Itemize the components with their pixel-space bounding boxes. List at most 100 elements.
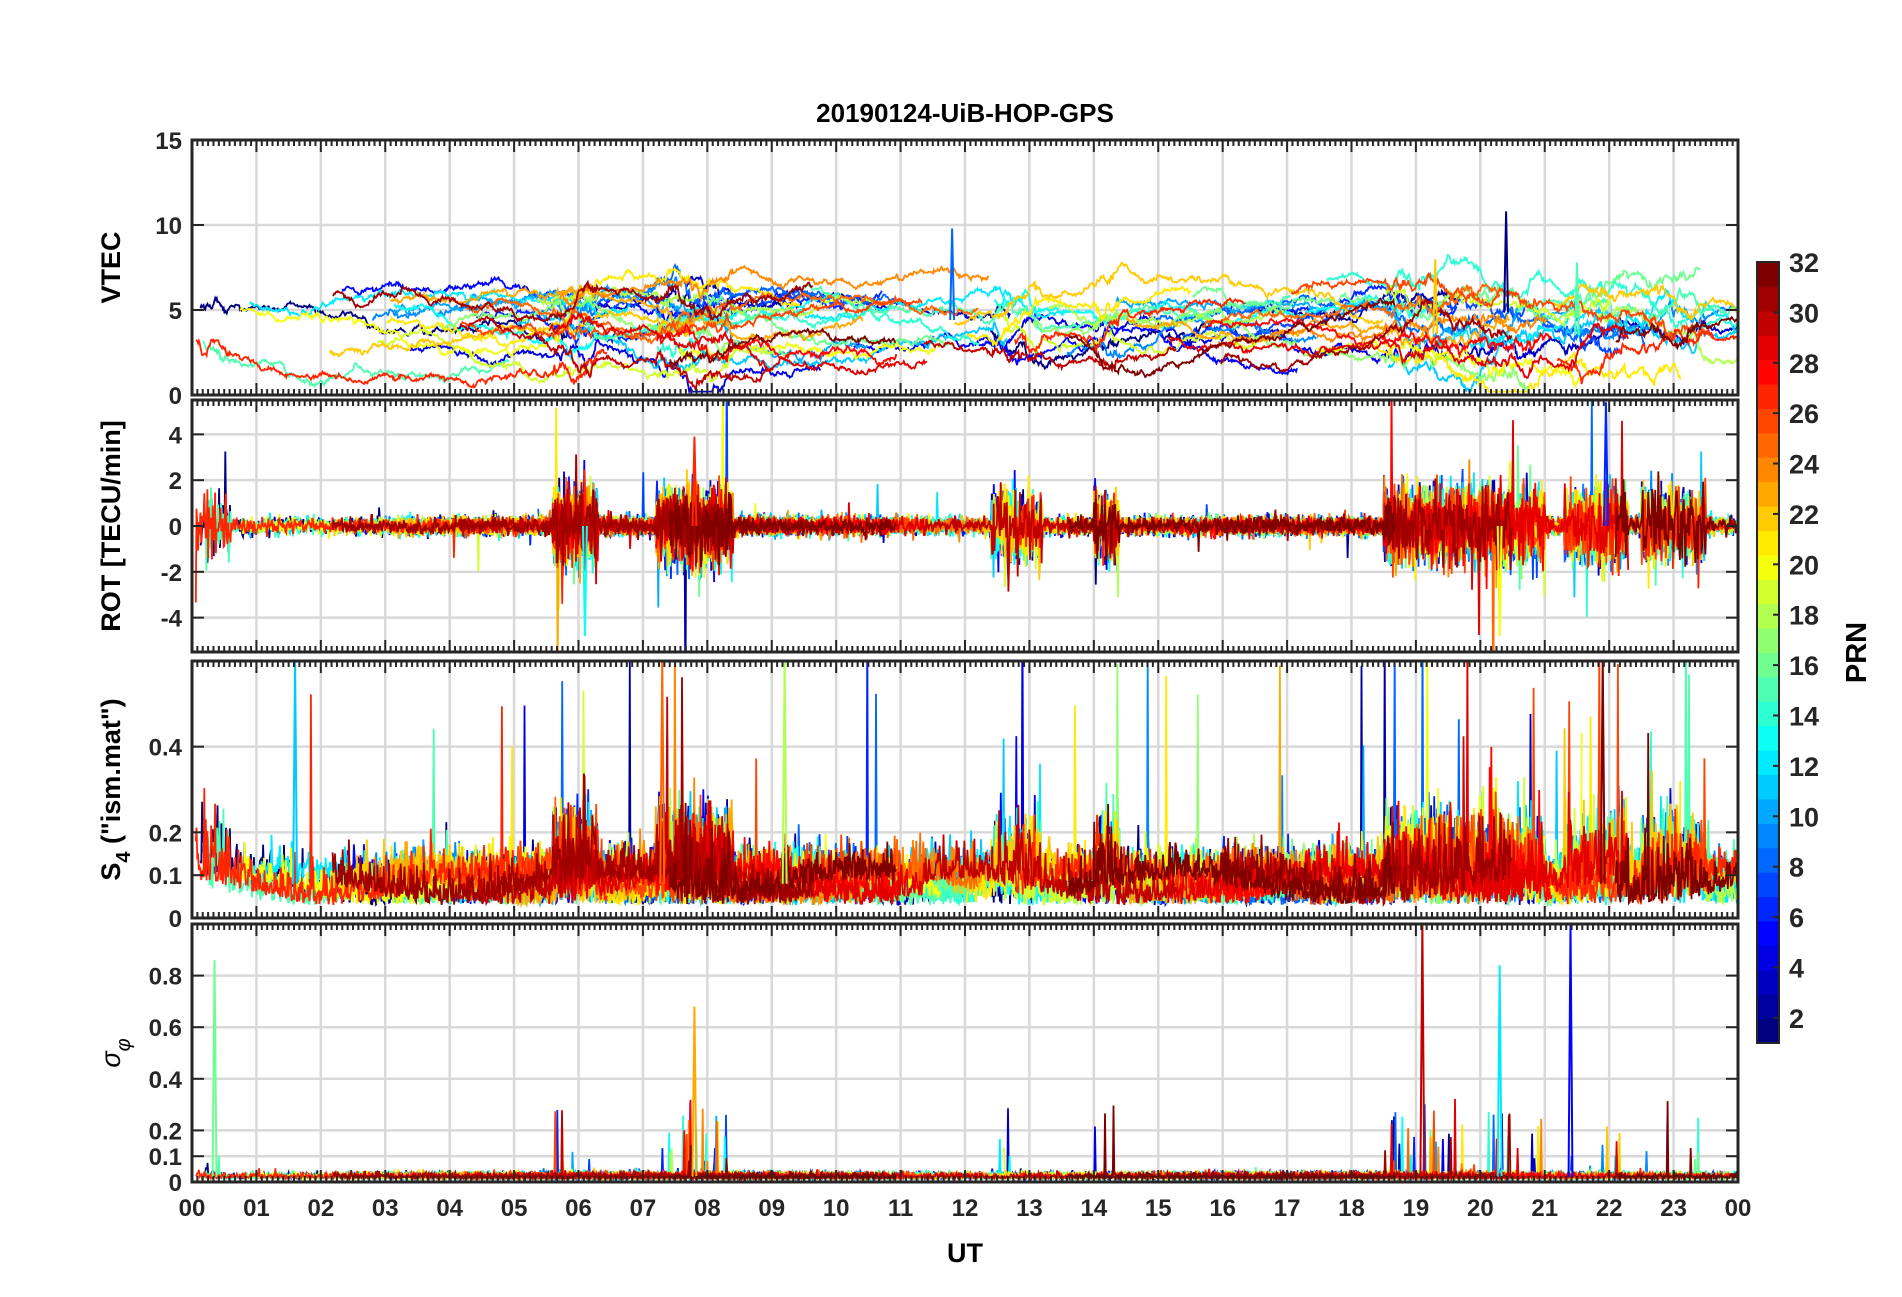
colorbar-segment: [1757, 506, 1779, 531]
s4-y-axis-label: S4 ("ism.mat"): [96, 698, 135, 880]
vtec-series-prn-15: [1516, 286, 1738, 323]
x-axis-label: UT: [947, 1238, 983, 1268]
x-tick-label: 10: [823, 1195, 850, 1222]
colorbar-segment: [1757, 969, 1779, 995]
colorbar-segment: [1757, 286, 1779, 312]
x-tick-label: 17: [1274, 1195, 1301, 1222]
colorbar-tick-label: 14: [1789, 701, 1819, 731]
rot-y-tick-label: -4: [161, 606, 183, 633]
panel-vtec: 0 5 10 15 VTEC: [96, 128, 1740, 410]
s4-series-prn-32: [1067, 803, 1396, 905]
colorbar-segment: [1757, 554, 1779, 580]
x-tick-label: 11: [888, 1195, 913, 1222]
sigma_phi-grid: [192, 924, 1738, 1182]
sigma_phi-y-tick-label: 0.2: [149, 1118, 182, 1145]
colorbar-segment: [1757, 359, 1779, 385]
rot-x-ticks: [191, 400, 1739, 652]
vtec-series-prn-28: [1207, 317, 1552, 360]
colorbar-segment: [1757, 457, 1779, 483]
s4-series-prn-30: [459, 696, 774, 907]
colorbar-tick-label: 22: [1789, 500, 1819, 530]
x-tick-labels: 00 01 02 03 04 05 06 07 08 09 10 11 12 13 14 15 16 17 18 19…: [179, 1195, 1752, 1222]
vtec-series-prn-20: [239, 306, 549, 359]
x-tick-label: 00: [179, 1195, 206, 1222]
vtec-series-prn-29: [1167, 321, 1630, 380]
rot-series-group: [194, 400, 1738, 652]
vtec-peak-mark: [1574, 262, 1580, 336]
s4-y-tick-label: 0.2: [149, 820, 182, 847]
x-tick-label: 22: [1596, 1195, 1623, 1222]
x-tick-label: 02: [307, 1195, 334, 1222]
sigma_phi-y-tick-label: 0.1: [149, 1144, 182, 1171]
x-tick-label: 15: [1145, 1195, 1172, 1222]
vtec-y-axis-label: VTEC: [96, 231, 126, 303]
s4-series-prn-30: [923, 804, 1177, 906]
colorbar-segment: [1757, 262, 1779, 287]
colorbar-segment: [1757, 896, 1779, 922]
colorbar-tick-label: 10: [1789, 802, 1819, 832]
vtec-series-prn-26: [1290, 271, 1714, 341]
vtec-peak-mark: [949, 228, 956, 321]
panel-s4: 0 0.1 0.2 0.4 S4 ("ism.mat"): [96, 659, 1740, 933]
s4-y-label-sub: 4: [113, 851, 135, 863]
colorbar-tick-label: 30: [1789, 298, 1819, 328]
x-tick-label: 06: [565, 1195, 592, 1222]
vtec-series-prn-18: [1048, 302, 1285, 332]
x-tick-label: 23: [1660, 1195, 1687, 1222]
vtec-series-prn-24: [558, 264, 990, 308]
colorbar-tick-label: 32: [1789, 248, 1819, 278]
colorbar-tick-label: 20: [1789, 550, 1819, 580]
vtec-series-prn-17: [1032, 305, 1531, 393]
vtec-series-prn-4: [409, 337, 822, 395]
vtec-series-prn-20: [678, 338, 941, 363]
sigma_phi-y-tick-label: 0.4: [149, 1067, 183, 1094]
colorbar-tick-label: 24: [1789, 450, 1819, 480]
rot-y-axis-label: ROT [TECU/min]: [96, 420, 126, 631]
vtec-y-tick-label: 5: [169, 298, 182, 325]
s4-series-prn-29: [548, 800, 928, 905]
colorbar-tick-label: 18: [1789, 601, 1819, 631]
colorbar-segment: [1757, 384, 1779, 409]
s4-x-ticks: [191, 661, 1739, 918]
colorbar-tick-label: 4: [1789, 953, 1804, 983]
rot-y-tick-label: -2: [161, 560, 182, 587]
rot-peak-mark: [691, 436, 698, 527]
s4-peak-mark: [1599, 661, 1606, 884]
vtec-series-prn-31: [1220, 298, 1513, 373]
s4-y-tick-label: 0: [169, 906, 182, 933]
x-tick-label: 13: [1016, 1195, 1043, 1222]
colorbar-segment: [1757, 579, 1779, 605]
x-tick-label: 09: [758, 1195, 785, 1222]
colorbar-segment: [1757, 847, 1779, 873]
sigma_phi-y-tick-label: 0.6: [149, 1015, 182, 1042]
vtec-series-group: [195, 211, 1738, 395]
vtec-series-prn-22: [953, 261, 1384, 326]
colorbar-segment: [1757, 798, 1779, 824]
x-tick-label: 20: [1467, 1195, 1494, 1222]
vtec-series-prn-14: [656, 307, 980, 360]
vtec-series-prn-31: [332, 279, 814, 323]
colorbar-segment: [1757, 774, 1779, 800]
sigma_phi-y-label-sub: φ: [113, 1038, 135, 1051]
sigma_phi-y-axis-label: σφ: [96, 1038, 135, 1067]
sigma_phi-x-ticks: [191, 924, 1739, 1182]
panel-sigma_phi: 00.10.2 0.4 0.6 0.8 σφ: [96, 922, 1740, 1197]
vtec-series-prn-21: [966, 285, 1192, 350]
vtec-series-prn-24: [1217, 312, 1548, 346]
vtec-series-prn-19: [1003, 314, 1257, 356]
colorbar-tick-label: 12: [1789, 752, 1819, 782]
colorbar-segment: [1757, 1018, 1779, 1044]
vtec-series-prn-26: [459, 294, 923, 341]
x-tick-label: 14: [1080, 1195, 1107, 1222]
s4-series-group: [194, 661, 1738, 908]
colorbar-segment: [1757, 603, 1779, 629]
rot-y-tick-label: 2: [169, 468, 182, 495]
chart-title: 20190124-UiB-HOP-GPS: [816, 98, 1114, 128]
vtec-y-tick-label: 10: [155, 213, 182, 240]
vtec-peak-mark: [1503, 211, 1510, 313]
colorbar-label: PRN: [1841, 622, 1873, 683]
